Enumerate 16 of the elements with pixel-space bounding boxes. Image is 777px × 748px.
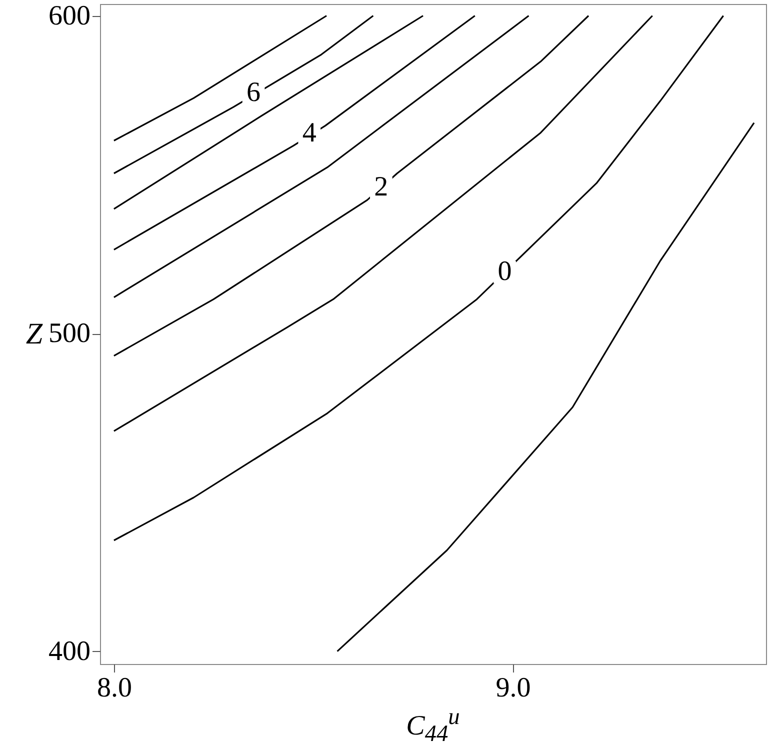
annotation: 2 <box>374 171 388 202</box>
y-tick-label: 500 <box>48 318 90 350</box>
x-tick-label: 9.0 <box>496 672 531 704</box>
line-series <box>113 14 476 250</box>
line-series <box>113 14 654 432</box>
line-series <box>336 122 755 652</box>
line-series <box>113 14 374 174</box>
y-axis-title: Z <box>26 318 43 350</box>
line-series <box>113 14 724 542</box>
y-tick-label: 600 <box>48 0 90 32</box>
annotation: 0 <box>498 256 512 288</box>
annotation: 4 <box>302 118 316 149</box>
line-series <box>113 14 590 357</box>
annotation: 6 <box>246 76 261 108</box>
x-tick-label: 8.0 <box>96 672 132 704</box>
y-tick-label: 400 <box>48 636 90 667</box>
